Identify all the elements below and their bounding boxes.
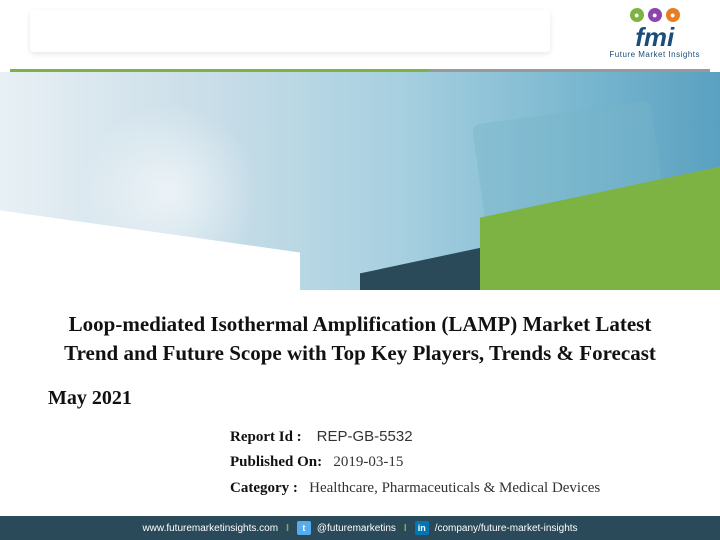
logo-text: fmi <box>609 24 700 50</box>
footer-twitter[interactable]: @futuremarketins <box>317 523 396 534</box>
meta-row-published: Published On: 2019-03-15 <box>230 450 680 476</box>
chart-icon: ● <box>648 8 662 22</box>
report-meta: Report Id : REP-GB-5532 Published On: 20… <box>230 424 680 502</box>
hero-image <box>0 72 720 290</box>
twitter-icon[interactable]: t <box>297 521 311 535</box>
header: ● ● ● fmi Future Market Insights <box>0 0 720 72</box>
report-id-value: REP-GB-5532 <box>317 428 413 445</box>
globe-icon: ● <box>630 8 644 22</box>
header-title-bar <box>30 10 550 52</box>
meta-row-report-id: Report Id : REP-GB-5532 <box>230 424 680 451</box>
footer-separator: I <box>404 523 407 534</box>
published-value: 2019-03-15 <box>333 454 403 470</box>
footer-website[interactable]: www.futuremarketinsights.com <box>142 523 278 534</box>
logo: ● ● ● fmi Future Market Insights <box>609 8 700 59</box>
report-id-label: Report Id : <box>230 429 302 445</box>
meta-row-category: Category : Healthcare, Pharmaceuticals &… <box>230 476 680 502</box>
content-area: Loop-mediated Isothermal Amplification (… <box>0 290 720 501</box>
footer: www.futuremarketinsights.com I t @future… <box>0 516 720 540</box>
logo-dots: ● ● ● <box>609 8 700 22</box>
person-icon: ● <box>666 8 680 22</box>
category-value: Healthcare, Pharmaceuticals & Medical De… <box>309 480 600 496</box>
footer-linkedin[interactable]: /company/future-market-insights <box>435 523 578 534</box>
report-date: May 2021 <box>48 387 680 410</box>
published-label: Published On: <box>230 454 322 470</box>
logo-subtitle: Future Market Insights <box>609 50 700 59</box>
report-title: Loop-mediated Isothermal Amplification (… <box>40 310 680 369</box>
category-label: Category : <box>230 480 298 496</box>
footer-separator: I <box>286 523 289 534</box>
linkedin-icon[interactable]: in <box>415 521 429 535</box>
